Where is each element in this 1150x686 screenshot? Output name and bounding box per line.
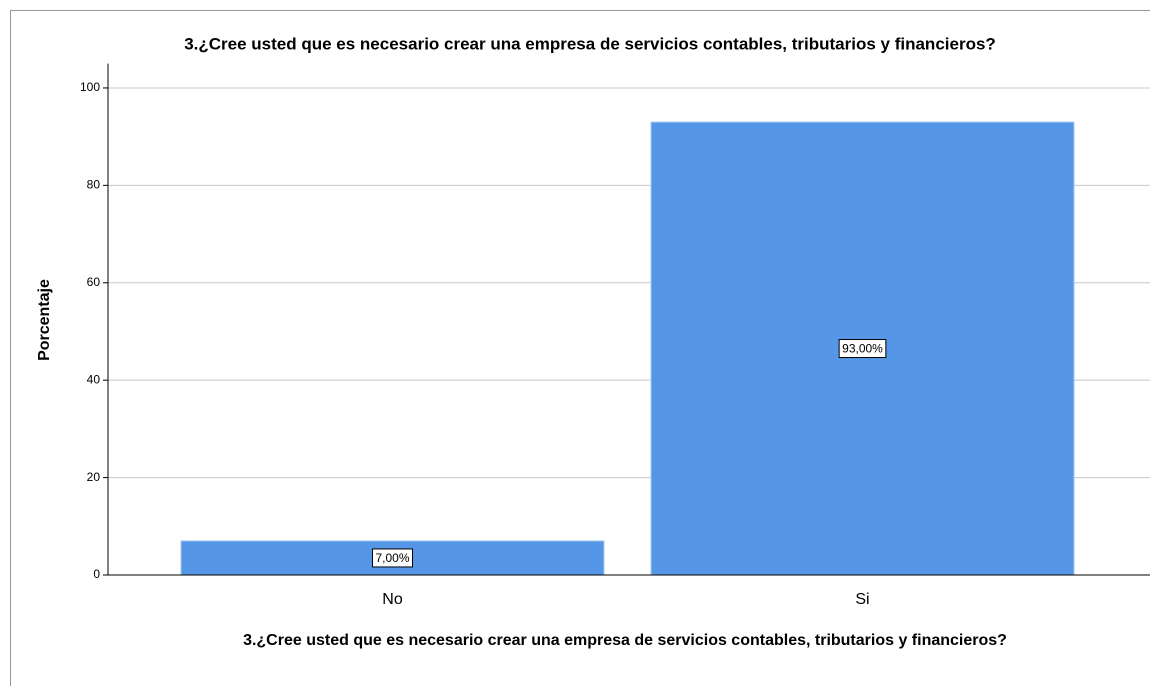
y-axis-label: Porcentaje (36, 279, 53, 361)
y-tick-label: 40 (87, 372, 101, 386)
value-label: 93,00% (842, 342, 883, 356)
chart-frame (10, 10, 1150, 686)
value-label-box (838, 339, 887, 359)
x-tick-label: Si (855, 591, 869, 608)
y-tick-label: 100 (80, 80, 100, 94)
y-tick-label: 20 (87, 470, 101, 484)
y-tick-label: 80 (87, 178, 101, 192)
value-label: 7,00% (375, 551, 409, 565)
value-label-box (371, 548, 414, 568)
chart-title: 3.¿Cree usted que es necesario crear una… (184, 34, 996, 53)
y-tick-label: 0 (93, 567, 100, 581)
y-tick-label: 60 (87, 275, 101, 289)
x-axis-label: 3.¿Cree usted que es necesario crear una… (243, 632, 1007, 649)
x-tick-label: No (382, 591, 403, 608)
